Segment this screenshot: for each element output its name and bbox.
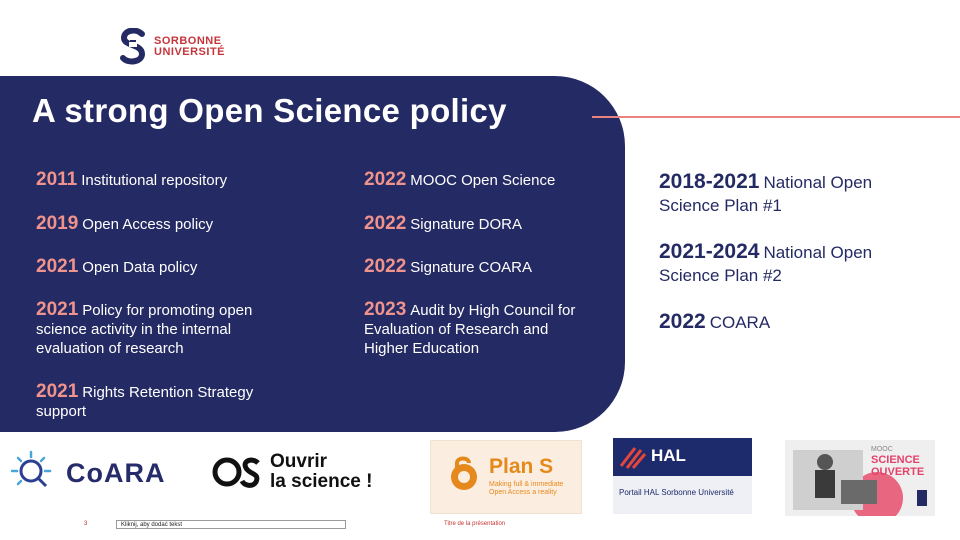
item-text: Institutional repository: [81, 172, 228, 189]
logo-line1: SORBONNE: [154, 35, 222, 47]
plan-year: 2022: [659, 310, 706, 333]
timeline-item: 2022 Signature DORA: [364, 214, 604, 234]
timeline-item: 2021 Policy for promoting open science ac…: [36, 300, 292, 358]
footer-text-placeholder[interactable]: Kliknij, aby dodać tekst: [116, 520, 346, 529]
item-year: 2022: [364, 213, 407, 234]
item-text: MOOC Open Science: [410, 172, 556, 189]
hal-subtitle: Portail HAL Sorbonne Université: [619, 488, 734, 497]
coara-logo: CoARA: [10, 450, 166, 496]
sorbonne-s-icon: [120, 28, 146, 65]
plan-year: 2018-2021: [659, 170, 760, 193]
coara-wordmark: CoARA: [66, 457, 166, 488]
timeline-item: 2021 Rights Retention Strategy support: [36, 382, 292, 421]
plan-year: 2021-2024: [659, 240, 760, 263]
item-year: 2022: [364, 256, 407, 277]
plan-s-title: Plan S: [489, 455, 554, 478]
hal-logo: HAL Portail HAL Sorbonne Université: [613, 438, 752, 514]
timeline-item: 2011 Institutional repository: [36, 170, 336, 190]
mooc-label: MOOC: [871, 446, 893, 453]
page-number: 3: [84, 521, 88, 527]
item-text: Open Access policy: [82, 216, 214, 233]
item-text: Policy for promoting open science activi…: [36, 302, 253, 357]
logo-line2: UNIVERSITÉ: [154, 46, 226, 58]
plan-s-subtitle: Making full & immediate Open Access a re…: [489, 481, 564, 496]
os-mark-icon: [212, 457, 260, 488]
item-text: Open Data policy: [82, 259, 198, 276]
timeline-item: 2021 Open Data policy: [36, 257, 336, 277]
mooc-science-ouverte-image: MOOC SCIENCE OUVERTE: [785, 440, 935, 516]
item-year: 2021: [36, 299, 79, 320]
mooc-illustration: [793, 450, 927, 516]
national-plan-item: 2022 COARA: [659, 310, 889, 334]
hal-stripes-icon: [619, 447, 647, 469]
ouvrir-la-science-logo: Ouvrir la science !: [212, 452, 372, 492]
policy-panel: [0, 76, 625, 432]
plan-s-logo: Plan S Making full & immediate Open Acce…: [430, 440, 582, 514]
item-year: 2021: [36, 381, 79, 402]
plan-text: National Open Science Plan #2: [659, 243, 873, 285]
mooc-title-line1: SCIENCE: [871, 454, 920, 466]
item-text: Signature COARA: [410, 259, 533, 276]
open-access-icon: [451, 456, 477, 490]
item-year: 2019: [36, 213, 79, 234]
plan-text: COARA: [709, 313, 771, 332]
timeline-item: 2022 MOOC Open Science: [364, 170, 604, 190]
item-year: 2022: [364, 169, 407, 190]
coara-magnifier-icon: [10, 450, 52, 488]
item-text: Rights Retention Strategy support: [36, 384, 254, 420]
ouvrir-line2: la science !: [270, 471, 373, 492]
title-divider: [592, 116, 960, 118]
presentation-title: Titre de la présentation: [444, 521, 506, 527]
sorbonne-logo: SORBONNE UNIVERSITÉ: [118, 28, 225, 66]
item-text: Audit by High Council for Evaluation of …: [364, 302, 576, 357]
mooc-title: SCIENCE OUVERTE: [871, 454, 924, 478]
timeline-item: 2019 Open Access policy: [36, 214, 336, 234]
mooc-title-line2: OUVERTE: [871, 466, 925, 478]
timeline-item: 2022 Signature COARA: [364, 257, 604, 277]
ouvrir-line1: Ouvrir: [270, 451, 328, 472]
plan-text: National Open Science Plan #1: [659, 173, 873, 215]
hal-title: HAL: [651, 446, 686, 465]
national-plan-item: 2018-2021 National Open Science Plan #1: [659, 170, 889, 217]
item-text: Signature DORA: [410, 216, 522, 233]
item-year: 2023: [364, 299, 407, 320]
item-year: 2021: [36, 256, 79, 277]
slide-title: A strong Open Science policy: [32, 92, 507, 129]
item-year: 2011: [36, 169, 78, 190]
timeline-item: 2023 Audit by High Council for Evaluation…: [364, 300, 584, 358]
national-plan-item: 2021-2024 National Open Science Plan #2: [659, 240, 889, 287]
